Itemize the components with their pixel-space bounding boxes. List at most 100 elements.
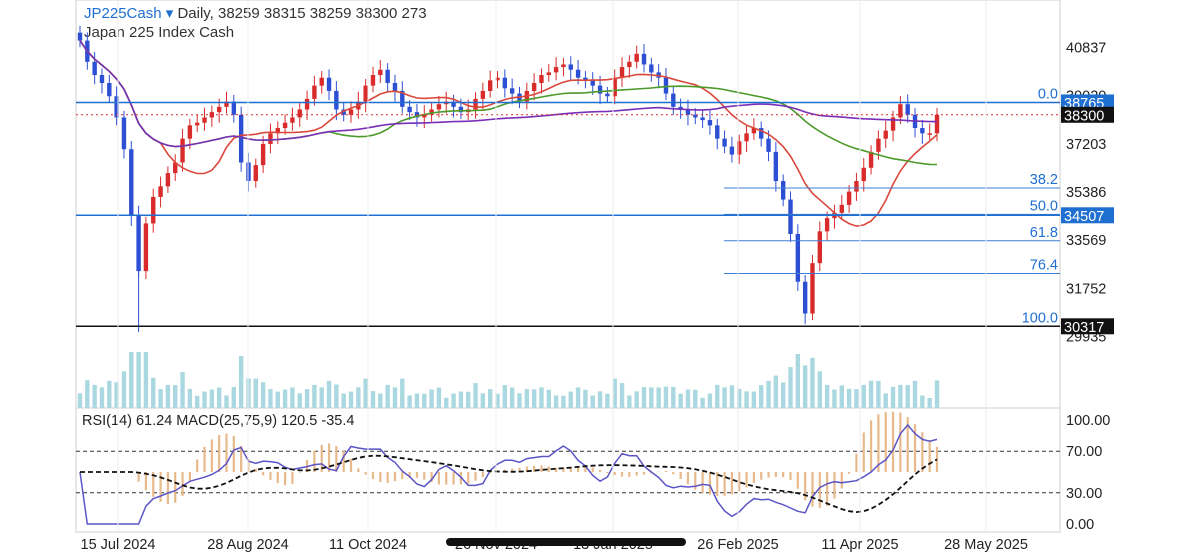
candle-body [539, 75, 544, 83]
price-badge [1061, 318, 1114, 335]
volume-bar [876, 380, 881, 408]
volume-bar [422, 393, 427, 408]
y-tick-label: 37203 [1066, 137, 1106, 153]
volume-bar [810, 357, 815, 408]
volume-bar [341, 393, 346, 408]
volume-bar [780, 382, 786, 408]
price-badge [1061, 94, 1114, 111]
fib-level-label: 50.0 [1030, 198, 1058, 214]
candle-body [158, 186, 163, 197]
volume-bar [597, 391, 603, 408]
candle-body [231, 101, 237, 115]
volume-bar [136, 352, 141, 408]
candle-body [583, 77, 588, 81]
volume-bar [143, 352, 149, 408]
candle-body [326, 77, 332, 91]
volume-bar [216, 387, 222, 408]
volume-bar [715, 384, 720, 408]
volume-bar [605, 393, 610, 408]
candle-body [788, 199, 793, 235]
volume-bar [693, 389, 698, 408]
candle-body [759, 128, 764, 139]
moving-average-line [79, 40, 938, 227]
candle-body [898, 104, 903, 118]
volume-bar [700, 397, 705, 408]
candle-body [260, 143, 266, 166]
volume-bar [546, 389, 551, 408]
volume-bar [671, 386, 676, 408]
volume-bar [85, 380, 90, 408]
candle-body [253, 165, 258, 182]
volume-bar [392, 387, 398, 408]
volume-bar [378, 393, 383, 408]
volume-bar [304, 389, 310, 408]
candle-body [107, 82, 112, 97]
candle-body [619, 67, 625, 78]
candle-body [509, 88, 515, 94]
price-badge [1061, 106, 1114, 123]
candle-body [722, 138, 727, 147]
volume-bar [473, 383, 478, 408]
volume-bar [187, 388, 193, 408]
candle-body [224, 101, 229, 107]
candle-body [802, 281, 808, 314]
candle-body [312, 85, 317, 99]
candle-body [729, 146, 735, 155]
candle-body [546, 72, 551, 76]
candle-body [561, 64, 566, 68]
candle-body [165, 173, 171, 187]
ohlc-readout: Daily, 38259 38315 38259 38300 273 [177, 5, 427, 22]
candle-body [173, 162, 178, 174]
volume-bar [912, 380, 918, 408]
fib-level-label: 100.0 [1022, 310, 1058, 326]
volume-bar [458, 391, 464, 408]
volume-bar [158, 389, 163, 408]
volume-bar [766, 380, 771, 408]
volume-bar [802, 365, 808, 408]
volume-bar [539, 387, 544, 408]
candle-body [458, 106, 464, 113]
volume-bar [744, 391, 749, 408]
volume-bar [231, 386, 237, 408]
volume-bar [641, 387, 647, 408]
price-badge [1061, 207, 1114, 224]
candle-body [429, 109, 434, 115]
volume-bar [927, 398, 932, 408]
volume-bar [356, 387, 361, 408]
home-indicator[interactable] [446, 538, 686, 546]
volume-bar [275, 391, 280, 408]
volume-bar [861, 384, 866, 408]
volume-bar [612, 378, 617, 408]
candle-body [707, 120, 713, 126]
volume-bar [583, 389, 588, 408]
candle-body [99, 75, 105, 83]
candle-body [180, 138, 185, 163]
volume-bar [180, 372, 185, 408]
candle-body [348, 109, 354, 115]
volume-bar [561, 395, 566, 408]
candle-body [495, 77, 500, 81]
volume-bar [663, 386, 669, 408]
x-tick-label: 11 Apr 2025 [821, 537, 898, 553]
symbol-label[interactable]: JP225Cash [84, 5, 162, 22]
volume-bar [348, 391, 354, 408]
volume-bar [509, 387, 515, 408]
fib-level-label: 61.8 [1030, 225, 1058, 241]
candle-body [487, 80, 493, 91]
volume-bar [751, 391, 757, 408]
volume-bar [854, 389, 859, 408]
volume-bar [737, 388, 742, 408]
candle-body [905, 104, 910, 115]
candle-body [671, 93, 676, 107]
fib-level-label: 76.4 [1030, 257, 1058, 273]
volume-bar [121, 371, 127, 408]
volume-bar [678, 393, 683, 408]
symbol-dropdown-icon[interactable]: ▾ [165, 5, 174, 22]
volume-bar [729, 385, 735, 408]
moving-average-line [79, 40, 937, 148]
candle-body [194, 122, 200, 126]
candle-body [627, 61, 632, 68]
candle-body [824, 218, 830, 232]
volume-bar [129, 352, 134, 408]
